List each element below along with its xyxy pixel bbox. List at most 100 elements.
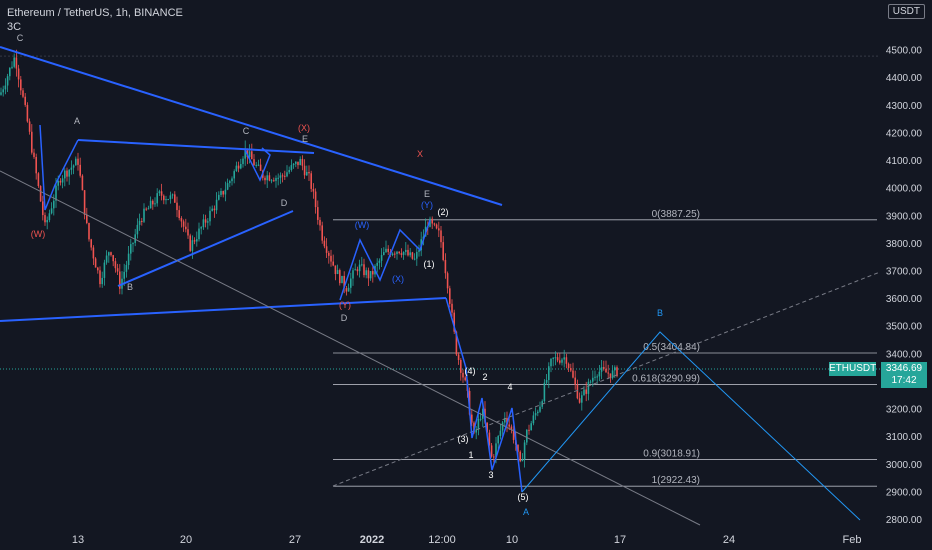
candle-body — [94, 258, 97, 268]
candle-body — [17, 68, 20, 80]
candle-body — [592, 377, 594, 382]
y-tick-label: 3200.00 — [886, 405, 923, 416]
candle-body — [477, 419, 480, 430]
wave-label: X — [417, 149, 423, 159]
candle-body — [376, 262, 378, 266]
candle-body — [528, 429, 530, 431]
wave-label: (X) — [298, 123, 310, 133]
candle-body — [257, 164, 260, 166]
wave-label: (2) — [438, 207, 449, 217]
indicator-label: 3C — [7, 21, 22, 33]
candle-body — [363, 264, 365, 276]
candle-body — [493, 456, 495, 458]
candle-body — [545, 380, 548, 383]
y-tick-label: 4000.00 — [886, 184, 923, 195]
candle-body — [319, 219, 321, 226]
candle-body — [330, 255, 332, 262]
candle-body — [308, 171, 310, 174]
candle-body — [583, 389, 585, 396]
candle-body — [510, 426, 513, 430]
candle-body — [495, 443, 497, 458]
candle-body — [587, 381, 590, 394]
candle-body — [180, 218, 183, 222]
candle-body — [589, 381, 592, 383]
candle-body — [149, 200, 152, 209]
candle-body — [552, 357, 554, 359]
candle-body — [578, 398, 581, 403]
candle-body — [35, 156, 37, 174]
wave-label: D — [281, 198, 288, 208]
candle-body — [550, 358, 552, 367]
candle-body — [356, 269, 359, 272]
zigzag-mid-wave — [244, 147, 271, 182]
candle-body — [570, 368, 572, 371]
candle-body — [325, 246, 328, 253]
wave-label: 2 — [482, 372, 487, 382]
candle-body — [64, 170, 66, 179]
candle-body — [59, 180, 62, 183]
y-tick-label: 4400.00 — [886, 73, 923, 84]
candle-body — [409, 252, 411, 256]
candle-body — [2, 89, 4, 93]
candle-body — [44, 215, 46, 223]
candle-body — [295, 161, 297, 164]
wave-label: (3) — [458, 434, 469, 444]
candle-body — [530, 423, 532, 431]
candle-body — [455, 331, 458, 355]
symbol-title[interactable]: Ethereum / TetherUS, 1h, BINANCE — [7, 7, 183, 19]
candle-body — [600, 367, 603, 372]
candle-body — [369, 271, 372, 279]
candle-body — [108, 252, 110, 256]
candle-body — [526, 429, 528, 443]
candle-body — [345, 288, 348, 292]
candle-body — [572, 370, 574, 378]
wave-label: (W) — [31, 229, 46, 239]
candle-body — [418, 250, 420, 252]
candle-body — [504, 418, 506, 423]
x-tick-label: 20 — [180, 534, 192, 546]
candle-body — [312, 188, 315, 192]
candle-body — [334, 265, 337, 275]
candle-body — [616, 367, 618, 377]
wave-label: E — [302, 134, 308, 144]
candle-body — [125, 265, 128, 272]
candle-body — [603, 367, 605, 369]
candle-body — [68, 169, 70, 177]
candle-body — [574, 377, 576, 385]
candle-body — [79, 164, 81, 176]
x-tick-label: 10 — [506, 534, 518, 546]
candle-body — [270, 180, 273, 182]
candle-body — [182, 221, 185, 227]
candle-body — [15, 57, 18, 69]
triangle-lower-line — [117, 210, 294, 287]
channel-lower-trendline — [0, 297, 447, 322]
candle-body — [581, 395, 583, 403]
candle-body — [594, 376, 596, 378]
fib-level-label-4: 1(2922.43) — [652, 475, 700, 486]
candle-body — [303, 165, 306, 176]
candle-body — [24, 96, 26, 105]
candle-body — [446, 273, 449, 289]
candle-body — [53, 200, 55, 209]
candle-body — [457, 354, 460, 360]
candle-body — [237, 165, 240, 169]
candle-body — [189, 235, 191, 251]
candle-body — [61, 178, 64, 183]
candle-body — [383, 252, 385, 256]
bar-countdown: 17:42 — [891, 375, 917, 386]
candle-body — [556, 357, 559, 361]
candle-body — [394, 253, 396, 255]
candle-body — [429, 218, 431, 227]
candle-body — [341, 275, 343, 284]
candle-body — [226, 183, 229, 190]
candle-body — [46, 220, 48, 223]
descending-gray-line — [0, 170, 701, 526]
candle-body — [372, 271, 374, 275]
candle-body — [240, 163, 242, 169]
currency-unit-button[interactable]: USDT — [887, 4, 925, 19]
y-tick-label: 3400.00 — [886, 349, 923, 360]
candle-body — [123, 271, 125, 279]
candle-body — [306, 171, 308, 176]
